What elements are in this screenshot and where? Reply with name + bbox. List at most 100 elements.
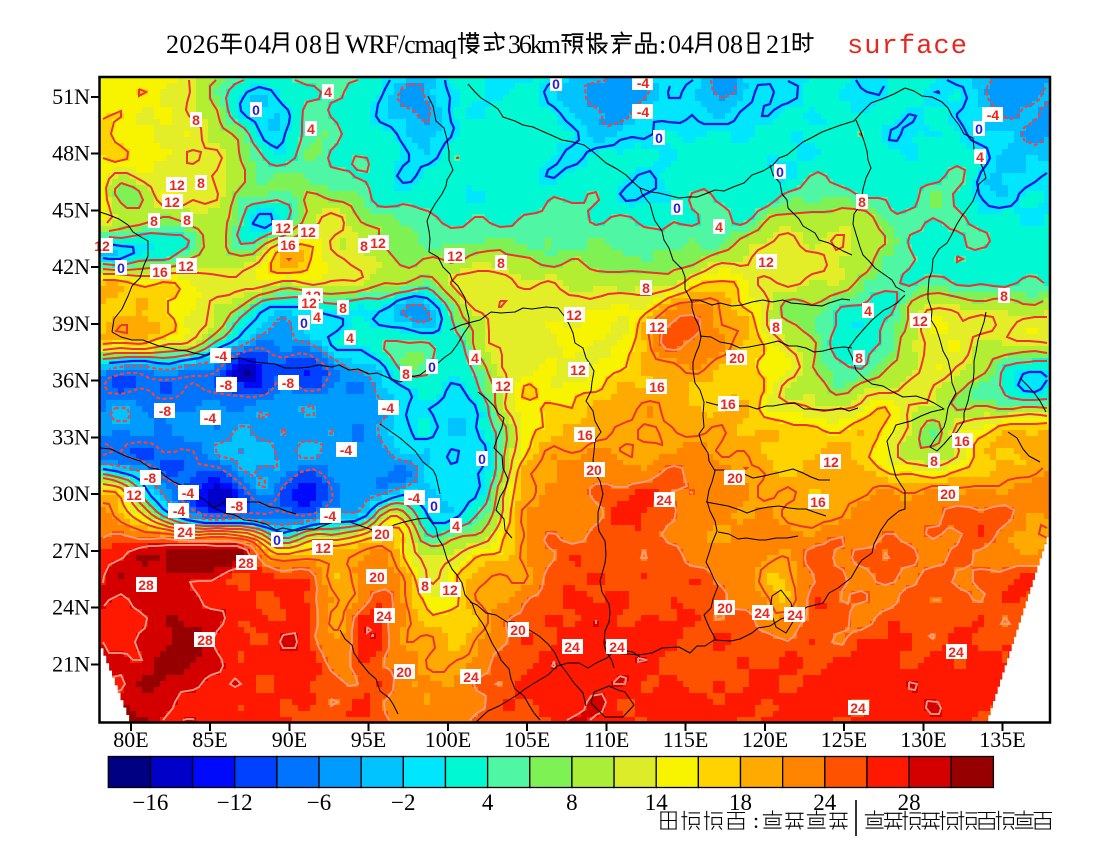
svg-text:0: 0 [776,164,784,180]
svg-text:85E: 85E [192,727,227,752]
svg-text:0: 0 [655,130,663,146]
svg-text:0: 0 [117,260,125,276]
svg-text:20: 20 [727,470,743,486]
svg-text:90E: 90E [272,727,307,752]
svg-text:95E: 95E [351,727,386,752]
svg-text:80E: 80E [113,727,148,752]
svg-text:WRF/cmaq: WRF/cmaq [345,30,457,59]
svg-text:8: 8 [339,300,347,316]
svg-text:−6: −6 [307,790,331,815]
svg-text:0: 0 [673,200,681,216]
svg-text:20: 20 [374,526,390,542]
svg-text:0: 0 [430,498,438,514]
svg-text:-4: -4 [215,348,228,364]
svg-text:12: 12 [315,540,331,556]
svg-text:28: 28 [238,555,254,571]
svg-text:12: 12 [566,307,582,323]
svg-text:20: 20 [729,350,745,366]
svg-text:28: 28 [197,632,213,648]
svg-text:16: 16 [649,379,665,395]
svg-text:-8: -8 [220,377,233,393]
svg-text::: : [659,30,666,59]
svg-text:0: 0 [273,532,281,548]
svg-text:130E: 130E [900,727,946,752]
svg-text:-8: -8 [159,403,172,419]
svg-text:100E: 100E [425,727,471,752]
svg-text:45N: 45N [52,198,90,223]
svg-text:-4: -4 [182,485,195,501]
svg-text:16: 16 [280,237,296,253]
svg-text:20: 20 [940,486,956,502]
svg-text:120E: 120E [742,727,788,752]
svg-text:24: 24 [850,700,866,716]
svg-text:−16: −16 [132,790,168,815]
svg-text:04: 04 [668,30,694,59]
svg-text:12: 12 [94,238,110,254]
svg-text:24: 24 [656,492,672,508]
svg-text:12: 12 [275,220,291,236]
svg-text:110E: 110E [584,727,630,752]
svg-text:16: 16 [152,264,168,280]
svg-text:12: 12 [447,248,463,264]
svg-text:-8: -8 [144,470,157,486]
svg-text:8: 8 [183,212,191,228]
svg-text:04: 04 [244,30,271,59]
svg-text:12: 12 [178,258,194,274]
svg-text:12: 12 [370,235,386,251]
svg-text:12: 12 [169,177,185,193]
svg-text:42N: 42N [52,254,90,279]
svg-text:8: 8 [192,112,200,128]
svg-text:4: 4 [313,309,321,325]
svg-text:0: 0 [252,102,260,118]
svg-text:24: 24 [813,790,837,815]
svg-text:18: 18 [729,790,752,815]
svg-text:4: 4 [864,303,872,319]
svg-text:36km: 36km [508,30,561,59]
svg-text:0: 0 [300,315,308,331]
svg-text:21: 21 [766,30,792,59]
svg-text:-4: -4 [204,410,217,426]
svg-text:8: 8 [150,213,158,229]
svg-text:surface: surface [847,32,967,62]
svg-text:12: 12 [823,454,839,470]
svg-text:8: 8 [497,255,505,271]
svg-text:20: 20 [369,569,385,585]
svg-text:0: 0 [428,359,436,375]
svg-text:30N: 30N [52,481,90,506]
svg-text:24: 24 [754,605,770,621]
svg-text:24: 24 [177,524,193,540]
svg-text:12: 12 [912,313,928,329]
svg-text:20: 20 [396,664,412,680]
svg-text:14: 14 [645,790,669,815]
svg-text:24: 24 [376,608,392,624]
svg-text:16: 16 [954,433,970,449]
svg-text:8: 8 [566,790,578,815]
svg-text:125E: 125E [821,727,867,752]
svg-text:08: 08 [295,30,322,59]
svg-text:4: 4 [482,790,494,815]
svg-text:115E: 115E [663,727,709,752]
svg-text:28: 28 [898,790,921,815]
svg-text:-8: -8 [282,375,295,391]
svg-text:8: 8 [772,319,780,335]
svg-text:−2: −2 [391,790,415,815]
svg-text:21N: 21N [52,652,90,677]
svg-text:4: 4 [976,149,984,165]
svg-text:-4: -4 [382,400,395,416]
svg-text:8: 8 [360,238,368,254]
svg-text:0: 0 [552,76,560,92]
svg-text:12: 12 [164,194,180,210]
svg-text:20: 20 [586,462,602,478]
svg-text:-4: -4 [340,442,353,458]
svg-text:12: 12 [649,319,665,335]
svg-text:-4: -4 [173,503,186,519]
svg-text:27N: 27N [52,538,90,563]
svg-text:51N: 51N [52,84,90,109]
svg-text:48N: 48N [52,141,90,166]
svg-text:8: 8 [642,280,650,296]
svg-text:12: 12 [442,582,458,598]
svg-text:24: 24 [787,607,803,623]
svg-text:4: 4 [452,518,460,534]
svg-text:-4: -4 [987,107,1000,123]
svg-text:105E: 105E [504,727,550,752]
